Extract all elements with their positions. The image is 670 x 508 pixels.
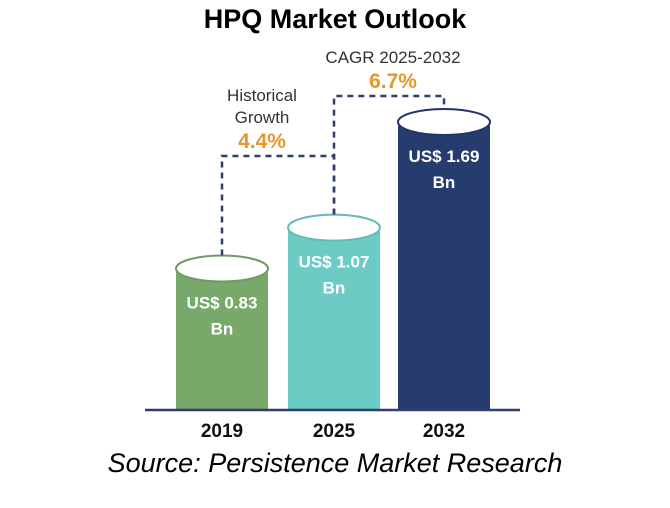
- bar-2019: US$ 0.83 Bn: [175, 254, 269, 410]
- bar-value-label: Bn: [433, 173, 456, 192]
- bar-body: [176, 268, 268, 410]
- bar-value-label: Bn: [211, 320, 234, 339]
- source-caption: Source: Persistence Market Research: [107, 448, 563, 478]
- bar-2025: US$ 1.07 Bn: [287, 213, 381, 410]
- growth-connector: [220, 154, 336, 256]
- x-tick-label-2025: 2025: [313, 421, 356, 442]
- growth-label: Historical: [227, 86, 297, 105]
- growth-label: CAGR 2025-2032: [325, 48, 460, 67]
- bar-top-cap: [397, 108, 491, 136]
- x-tick-labels: 2019 2025 2032: [201, 421, 465, 442]
- growth-value: 4.4%: [238, 130, 286, 153]
- bar-2032: US$ 1.69 Bn: [397, 108, 491, 410]
- growth-annotation-2: CAGR 2025-2032 6.7%: [325, 48, 461, 215]
- bars: US$ 0.83 Bn US$ 1.07 Bn US$ 1.69 Bn: [175, 108, 491, 410]
- bar-value-label: US$ 1.69: [409, 147, 480, 166]
- bar-top-cap: [287, 213, 381, 242]
- growth-annotation-1: Historical Growth 4.4%: [220, 86, 336, 256]
- bar-value-label: US$ 1.07: [299, 253, 370, 272]
- x-tick-label-2019: 2019: [201, 421, 243, 442]
- bar-value-label: US$ 0.83: [187, 294, 258, 313]
- growth-label: Growth: [235, 108, 290, 127]
- growth-connector: [332, 94, 446, 215]
- bar-body: [398, 122, 490, 410]
- annotations: Historical Growth 4.4% CAGR 2025-2032 6.7%: [220, 48, 461, 256]
- chart-title: HPQ Market Outlook: [203, 4, 467, 34]
- growth-value: 6.7%: [369, 70, 417, 93]
- bar-value-label: Bn: [323, 279, 346, 298]
- x-tick-label-2032: 2032: [423, 421, 465, 442]
- bar-top-cap: [175, 254, 269, 283]
- bar-body: [288, 227, 380, 410]
